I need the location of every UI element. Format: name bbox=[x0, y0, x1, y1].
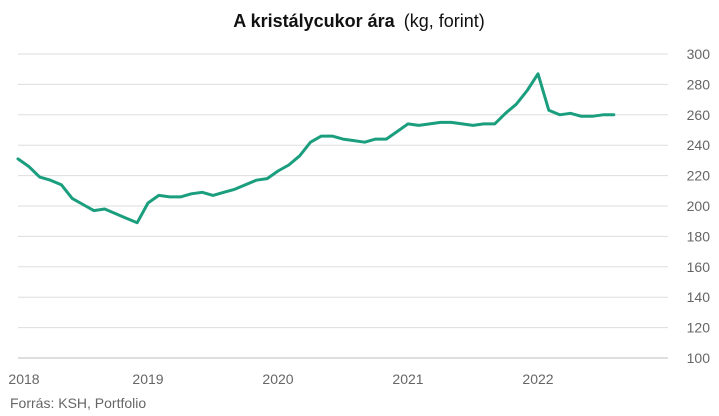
x-tick-label: 2021 bbox=[392, 371, 423, 387]
y-tick-label: 300 bbox=[687, 46, 711, 62]
y-tick-label: 260 bbox=[687, 107, 711, 123]
source-note: Forrás: KSH, Portfolio bbox=[10, 395, 146, 411]
y-tick-label: 120 bbox=[687, 320, 711, 336]
y-tick-label: 240 bbox=[687, 137, 711, 153]
y-tick-label: 100 bbox=[687, 350, 711, 366]
x-tick-label: 2019 bbox=[132, 371, 163, 387]
series-line-0 bbox=[16, 72, 616, 225]
y-tick-label: 200 bbox=[687, 198, 711, 214]
grid-lines bbox=[18, 53, 668, 359]
y-tick-label: 140 bbox=[687, 289, 711, 305]
y-tick-label: 280 bbox=[687, 76, 711, 92]
x-tick-label: 2018 bbox=[8, 371, 39, 387]
chart-title-main: A kristálycukor ára bbox=[233, 11, 395, 31]
y-tick-label: 220 bbox=[687, 168, 711, 184]
y-tick-label: 160 bbox=[687, 259, 711, 275]
x-axis-ticks: 2018 2019 2020 2021 2022 bbox=[8, 371, 553, 387]
x-tick-label: 2020 bbox=[262, 371, 293, 387]
y-tick-label: 180 bbox=[687, 228, 711, 244]
x-tick-label: 2022 bbox=[522, 371, 553, 387]
series-layer bbox=[16, 72, 616, 225]
y-axis-ticks: 100 120 140 160 180 200 220 240 260 280 300 bbox=[687, 46, 711, 366]
chart-title-unit: (kg, forint) bbox=[404, 11, 485, 31]
chart-title: A kristálycukor ára (kg, forint) bbox=[233, 11, 484, 31]
